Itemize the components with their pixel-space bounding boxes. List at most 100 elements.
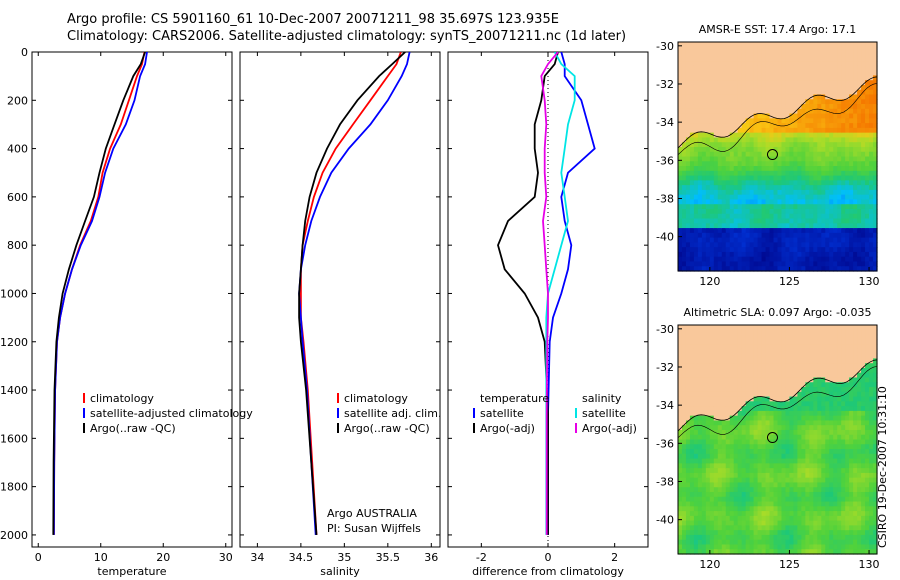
sst-map-cell bbox=[801, 266, 806, 272]
sst-map-cell bbox=[813, 228, 818, 234]
sst-map-cell bbox=[757, 132, 763, 139]
sla-map-cell bbox=[849, 367, 854, 374]
sst-map-cell bbox=[725, 156, 731, 162]
sla-map-cell bbox=[841, 353, 846, 359]
sst-map-cell bbox=[853, 94, 858, 100]
sla-map-cell bbox=[678, 501, 683, 507]
sst-map-cell bbox=[697, 204, 703, 210]
sla-map-cell bbox=[805, 329, 810, 336]
sst-map-cell bbox=[873, 185, 878, 191]
sla-map-cell bbox=[721, 491, 727, 498]
sla-map-cell bbox=[861, 415, 866, 422]
sst-map-cell bbox=[817, 185, 822, 191]
sla-map-cell bbox=[805, 420, 810, 426]
sst-map-cell bbox=[857, 194, 862, 201]
sst-map-title: AMSR-E SST: 17.4 Argo: 17.1 bbox=[699, 23, 857, 36]
sst-map-cell bbox=[809, 75, 814, 81]
sst-map-cell bbox=[773, 65, 779, 72]
sst-map-cell bbox=[721, 156, 727, 162]
sla-map-cell bbox=[861, 363, 866, 369]
sst-map-cell bbox=[689, 70, 695, 76]
sla-map-cell bbox=[689, 420, 695, 426]
sla-map-cell bbox=[761, 468, 767, 474]
sla-map-cell bbox=[701, 453, 707, 460]
sst-map-cell bbox=[685, 156, 691, 162]
sst-map-cell bbox=[817, 261, 822, 267]
sst-map-cell bbox=[773, 204, 779, 210]
sst-map-cell bbox=[845, 61, 850, 67]
sla-map-cell bbox=[678, 496, 683, 503]
sla-map-cell bbox=[757, 506, 763, 512]
sla-map-cell bbox=[721, 515, 727, 522]
sst-map-cell bbox=[837, 137, 842, 143]
sla-map-cell bbox=[773, 487, 779, 493]
sst-map-cell bbox=[721, 118, 727, 124]
sst-map-cell bbox=[857, 118, 862, 124]
sla-map-cell bbox=[805, 525, 810, 531]
sst-map-cell bbox=[697, 166, 703, 172]
sla-map-cell bbox=[749, 534, 755, 541]
sst-map-cell bbox=[721, 180, 727, 186]
sst-map-cell bbox=[757, 247, 763, 253]
sst-map-cell bbox=[678, 94, 683, 100]
panel-0-ytick-label: 400 bbox=[7, 143, 28, 156]
sla-map-cell bbox=[745, 358, 751, 364]
sla-map-cell bbox=[841, 487, 846, 493]
sla-map-cell bbox=[857, 420, 862, 426]
sst-map-cell bbox=[753, 113, 759, 119]
sst-map-cell bbox=[701, 213, 707, 220]
sst-map-cell bbox=[845, 199, 850, 205]
sst-map-cell bbox=[769, 75, 775, 81]
sla-map-cell bbox=[769, 406, 775, 412]
sst-map-cell bbox=[705, 118, 711, 124]
sla-bathymetry-contour bbox=[677, 366, 878, 439]
sla-map-cell bbox=[678, 549, 683, 555]
sst-map-cell bbox=[869, 84, 874, 91]
sla-map-cell bbox=[777, 549, 783, 555]
sla-map-cell bbox=[833, 515, 838, 522]
sla-map-cell bbox=[809, 530, 814, 536]
sla-map-cell bbox=[769, 391, 775, 398]
sst-map-cell bbox=[805, 75, 810, 81]
sst-map-cell bbox=[757, 156, 763, 162]
sst-map-cell bbox=[741, 80, 747, 86]
sla-map-cell bbox=[781, 468, 787, 474]
sst-map-cell bbox=[817, 156, 822, 162]
sst-map-cell bbox=[785, 194, 791, 201]
sla-map-cell bbox=[717, 477, 723, 484]
sst-map-cell bbox=[829, 247, 834, 253]
sst-map-cell bbox=[749, 175, 755, 181]
sst-map-cell bbox=[797, 218, 802, 224]
sst-map-cell bbox=[785, 261, 791, 267]
sst-map-cell bbox=[769, 80, 775, 86]
sst-map-cell bbox=[773, 61, 779, 67]
sla-map-cell bbox=[853, 453, 858, 460]
sst-map-cell bbox=[805, 175, 810, 181]
sst-map-cell bbox=[873, 170, 878, 177]
sla-map-cell bbox=[781, 377, 787, 383]
sla-map-cell bbox=[865, 496, 870, 503]
sst-map-cell bbox=[733, 104, 739, 110]
sst-map-cell bbox=[861, 213, 866, 220]
sst-map-cell bbox=[833, 118, 838, 124]
sla-map-cell bbox=[713, 477, 719, 484]
sla-map-cell bbox=[721, 530, 727, 536]
sst-map-cell bbox=[833, 70, 838, 76]
sst-map-cell bbox=[805, 213, 810, 220]
sst-map-cell bbox=[873, 213, 878, 220]
sst-map-cell bbox=[749, 242, 755, 248]
sst-map-cell bbox=[845, 170, 850, 177]
sla-map-cell bbox=[765, 453, 771, 460]
sst-map-cell bbox=[845, 247, 850, 253]
sla-map-cell bbox=[857, 515, 862, 522]
sla-map-cell bbox=[837, 344, 842, 350]
sst-map-cell bbox=[777, 161, 783, 167]
sla-map-cell bbox=[701, 434, 707, 441]
sst-map-cell bbox=[701, 228, 707, 234]
sst-map-cell bbox=[821, 204, 826, 210]
sst-map-cell bbox=[737, 104, 743, 110]
sla-map-cell bbox=[821, 530, 826, 536]
sst-map-cell bbox=[745, 161, 751, 167]
sla-map-cell bbox=[793, 477, 798, 484]
sst-map-cell bbox=[733, 156, 739, 162]
